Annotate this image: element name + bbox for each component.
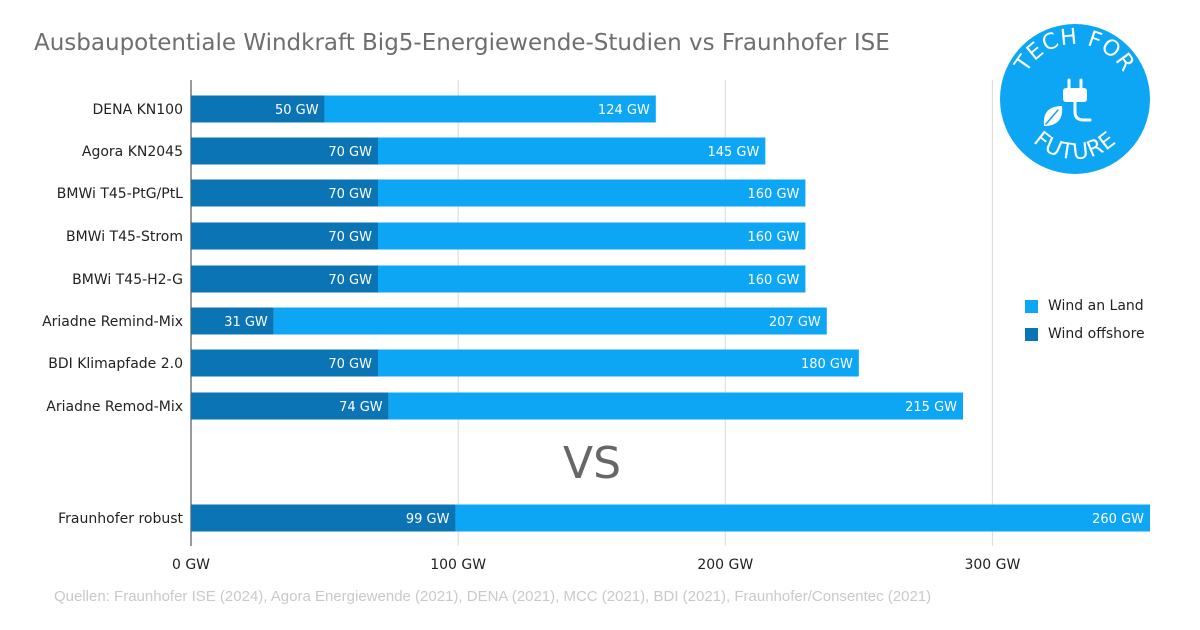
x-tick-label: 0 GW xyxy=(172,557,210,573)
bar-wind-an-land xyxy=(377,137,766,165)
vs-annotation: VS xyxy=(563,438,621,489)
bar-wind-offshore xyxy=(191,392,389,420)
tech-for-future-logo: TECH FOR FUTURE xyxy=(1000,24,1150,174)
bar-wind-offshore xyxy=(191,137,378,165)
x-tick-label: 100 GW xyxy=(430,557,486,573)
bar-wind-offshore xyxy=(191,179,378,207)
data-label-land: 160 GW xyxy=(748,187,800,202)
bar-wind-an-land xyxy=(455,504,1151,532)
data-label-land: 124 GW xyxy=(598,103,650,118)
legend-swatch-wind-an-land xyxy=(1025,299,1038,313)
bar-wind-offshore xyxy=(191,504,456,532)
data-label-offshore: 70 GW xyxy=(328,230,372,245)
category-label: Ariadne Remod-Mix xyxy=(46,399,183,415)
legend-label-wind-an-land: Wind an Land xyxy=(1048,298,1144,314)
legend-swatch-wind-offshore xyxy=(1025,327,1038,341)
category-label: Fraunhofer robust xyxy=(58,511,183,527)
data-label-offshore: 70 GW xyxy=(328,357,372,372)
legend-item-wind-an-land: Wind an Land xyxy=(1025,292,1145,320)
category-label: BMWi T45-Strom xyxy=(66,229,183,245)
data-label-land: 260 GW xyxy=(1092,512,1144,527)
x-tick-label: 300 GW xyxy=(964,557,1020,573)
data-label-land: 215 GW xyxy=(905,400,957,415)
data-labels: 50 GW 124 GW 70 GW 145 GW 70 GW 160 GW 70 GW 16… xyxy=(224,103,1144,527)
source-note: Quellen: Fraunhofer ISE (2024), Agora En… xyxy=(54,588,932,605)
bar-wind-an-land xyxy=(388,392,964,420)
category-labels: DENA KN100 Agora KN2045 BMWi T45-PtG/PtL BM… xyxy=(42,102,183,527)
bar-wind-offshore xyxy=(191,95,325,123)
x-tick-labels: 0 GW 100 GW 200 GW 300 GW xyxy=(172,557,1021,573)
bars xyxy=(191,95,1151,532)
bar-wind-an-land xyxy=(377,349,859,377)
bar-wind-offshore xyxy=(191,349,378,377)
bar-wind-an-land xyxy=(377,179,806,207)
plug-leaf-icon xyxy=(1043,78,1092,126)
category-label: DENA KN100 xyxy=(92,102,183,118)
data-label-offshore: 31 GW xyxy=(224,315,268,330)
category-label: BDI Klimapfade 2.0 xyxy=(48,356,183,372)
legend-label-wind-offshore: Wind offshore xyxy=(1048,326,1145,342)
chart-title: Ausbaupotentiale Windkraft Big5-Energiew… xyxy=(34,30,890,56)
legend: Wind an Land Wind offshore xyxy=(1025,292,1145,348)
x-tick-label: 200 GW xyxy=(697,557,753,573)
category-label: BMWi T45-PtG/PtL xyxy=(57,186,183,202)
data-label-offshore: 70 GW xyxy=(328,145,372,160)
data-label-offshore: 50 GW xyxy=(275,103,319,118)
data-label-offshore: 74 GW xyxy=(339,400,383,415)
bar-wind-an-land xyxy=(273,307,827,335)
bar-wind-an-land xyxy=(377,265,806,293)
bar-wind-an-land xyxy=(324,95,656,123)
data-label-land: 145 GW xyxy=(707,145,759,160)
legend-item-wind-offshore: Wind offshore xyxy=(1025,320,1145,348)
data-label-offshore: 99 GW xyxy=(406,512,450,527)
bar-wind-an-land xyxy=(377,222,806,250)
category-label: Agora KN2045 xyxy=(82,144,183,160)
data-label-land: 180 GW xyxy=(801,357,853,372)
data-label-offshore: 70 GW xyxy=(328,187,372,202)
bar-wind-offshore xyxy=(191,222,378,250)
data-label-land: 160 GW xyxy=(748,273,800,288)
category-label: BMWi T45-H2-G xyxy=(72,272,183,288)
bar-wind-offshore xyxy=(191,265,378,293)
data-label-land: 160 GW xyxy=(748,230,800,245)
data-label-offshore: 70 GW xyxy=(328,273,372,288)
bar-wind-offshore xyxy=(191,307,274,335)
data-label-land: 207 GW xyxy=(769,315,821,330)
category-label: Ariadne Remind-Mix xyxy=(42,314,183,330)
